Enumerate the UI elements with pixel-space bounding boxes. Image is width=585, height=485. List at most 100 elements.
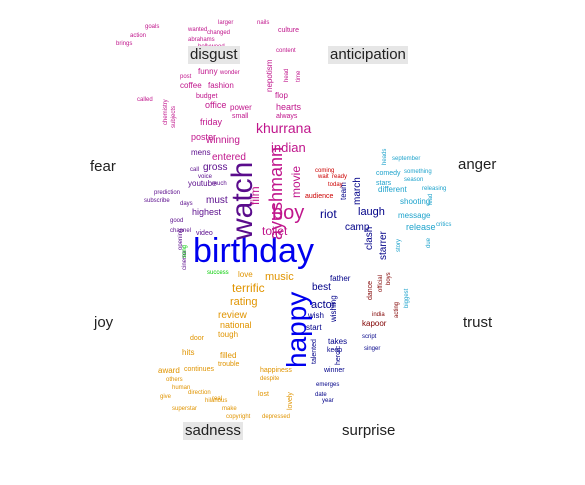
cloud-word: father [330, 274, 351, 283]
cloud-word: national [220, 320, 252, 330]
cloud-word: always [276, 113, 298, 120]
cloud-word: takes [328, 337, 347, 346]
cloud-word: despite [260, 376, 280, 382]
cloud-word: shooting [400, 197, 430, 206]
cloud-word: happiness [260, 367, 292, 374]
emotion-label-fear: fear [90, 158, 116, 175]
cloud-word: team [339, 182, 348, 200]
cloud-word: movie [289, 166, 303, 198]
cloud-word: much [212, 181, 227, 187]
cloud-word: nails [257, 20, 269, 26]
cloud-word: start [306, 323, 322, 332]
emotion-label-sadness: sadness [183, 422, 243, 440]
cloud-word: winner [323, 367, 345, 374]
cloud-word: opening [178, 229, 184, 250]
cloud-word: date [315, 392, 327, 398]
cloud-word: dance [367, 281, 374, 300]
cloud-word: wish [307, 311, 324, 320]
cloud-word: cinema [182, 250, 188, 270]
cloud-word: talented [311, 339, 318, 364]
cloud-word: human [172, 385, 190, 391]
cloud-word: emerges [316, 382, 339, 388]
cloud-word: watch [226, 162, 259, 241]
cloud-word: hits [182, 348, 194, 357]
cloud-word: subscribe [144, 198, 170, 204]
cloud-word: video [196, 230, 213, 237]
cloud-word: nepotism [265, 59, 274, 92]
cloud-word: door [190, 335, 205, 342]
cloud-word: youtube [188, 179, 217, 188]
cloud-word: changed [207, 30, 230, 36]
cloud-word: coming [315, 168, 334, 174]
cloud-word: filled [220, 351, 236, 360]
cloud-word: copyright [226, 414, 251, 420]
cloud-word: brings [116, 41, 132, 47]
cloud-word: heroic [335, 345, 342, 365]
cloud-word: time [296, 70, 302, 82]
cloud-word: office [205, 100, 226, 110]
cloud-word: script [362, 334, 377, 340]
cloud-word: september [392, 156, 420, 162]
cloud-word: due [426, 237, 432, 248]
cloud-word: review [218, 310, 248, 321]
cloud-word: make [222, 406, 237, 412]
cloud-word: fashion [208, 81, 234, 90]
cloud-word: award [158, 366, 180, 375]
emotion-label-disgust: disgust [188, 46, 240, 64]
cloud-word: funny [198, 67, 218, 76]
cloud-word: trouble [218, 361, 240, 368]
cloud-word: audience [305, 193, 334, 200]
cloud-word: song [182, 245, 188, 258]
cloud-word: comedy [376, 170, 401, 177]
emotion-label-joy: joy [94, 314, 114, 331]
cloud-word: wonder [219, 70, 240, 76]
cloud-word: singer [364, 346, 380, 352]
cloud-word: india [372, 312, 385, 318]
cloud-word: different [378, 185, 408, 194]
cloud-word: coffee [180, 81, 202, 90]
cloud-word: poster [191, 132, 216, 142]
cloud-word: power [230, 103, 252, 112]
cloud-word: good [170, 218, 183, 224]
cloud-word: action [130, 33, 146, 39]
cloud-word: winning [205, 135, 240, 146]
cloud-word: culture [278, 27, 299, 34]
cloud-word: biggest [404, 288, 410, 308]
cloud-word: acting [394, 302, 400, 318]
cloud-word: heads [382, 149, 388, 165]
cloud-word: starrer [378, 230, 389, 260]
cloud-word: kapoor [362, 319, 387, 328]
cloud-word: abrahams [188, 37, 215, 43]
cloud-word: rating [230, 296, 258, 308]
cloud-word: budget [196, 93, 217, 100]
cloud-word: call [190, 167, 199, 173]
cloud-word: must [206, 195, 228, 206]
cloud-word: riot [320, 207, 337, 221]
cloud-word: gross [203, 162, 227, 173]
cloud-word: message [398, 211, 431, 220]
cloud-word: others [166, 377, 183, 383]
cloud-word: toilet [262, 224, 288, 238]
cloud-word: film [248, 186, 262, 205]
cloud-word: today [328, 182, 343, 188]
cloud-word: wishing [329, 295, 338, 323]
cloud-word: post [180, 74, 192, 80]
cloud-word: hilarious [205, 398, 227, 404]
cloud-word: indian [271, 140, 306, 155]
cloud-word: happy [281, 292, 312, 368]
cloud-word: something [404, 169, 432, 175]
cloud-word: lost [258, 391, 269, 398]
cloud-word: wait [317, 174, 329, 180]
emotion-label-anger: anger [458, 156, 497, 173]
cloud-word: direction [188, 390, 211, 396]
cloud-word: releasing [422, 186, 446, 192]
emotion-label-anticipation: anticipation [328, 46, 408, 64]
cloud-word: small [232, 113, 249, 120]
cloud-word: boys [386, 272, 392, 285]
cloud-word: superstar [172, 406, 197, 412]
cloud-word: birthday [193, 232, 314, 270]
cloud-word: actor [311, 299, 336, 311]
cloud-word: official [378, 275, 384, 292]
